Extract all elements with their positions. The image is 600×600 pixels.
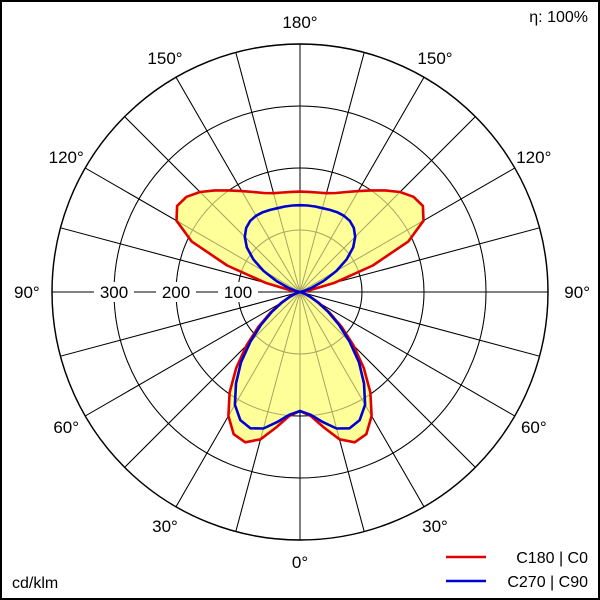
- radial-label-100: 100: [224, 283, 252, 302]
- legend-label-c270-c90: C270 | C90: [507, 574, 588, 591]
- radial-label-bg-2: [94, 282, 134, 302]
- axis-labels: 180° 150° 150° 120° 120° 90° 90° 60° 60° 30° 30° 0°…: [14, 13, 590, 572]
- angle-label-5: 90°: [14, 283, 40, 302]
- series-curve-1: [233, 203, 367, 430]
- radial-label-300: 300: [100, 283, 128, 302]
- efficiency-label: η: 100%: [529, 9, 588, 26]
- angle-label-4: 120°: [516, 148, 551, 167]
- angle-label-6: 90°: [564, 283, 590, 302]
- radial-label-200: 200: [162, 283, 190, 302]
- radial-label-bg-0: [218, 282, 258, 302]
- angle-label-7: 60°: [53, 418, 79, 437]
- angle-label-3: 120°: [49, 148, 84, 167]
- angle-label-11: 0°: [292, 553, 308, 572]
- angle-label-9: 30°: [152, 517, 178, 536]
- series-lines-layer: [175, 189, 425, 444]
- polar-ring-400-overlay: [51, 43, 549, 541]
- unit-label: cd/klm: [12, 575, 58, 592]
- angle-label-2: 150°: [417, 49, 452, 68]
- angle-label-1: 150°: [147, 49, 182, 68]
- angle-label-0: 180°: [282, 13, 317, 32]
- radial-label-bg-1: [156, 282, 196, 302]
- angle-label-8: 60°: [521, 418, 547, 437]
- legend-label-c180-c0: C180 | C0: [516, 550, 588, 567]
- angle-label-10: 30°: [422, 517, 448, 536]
- legend: C180 | C0 C270 | C90: [446, 550, 588, 591]
